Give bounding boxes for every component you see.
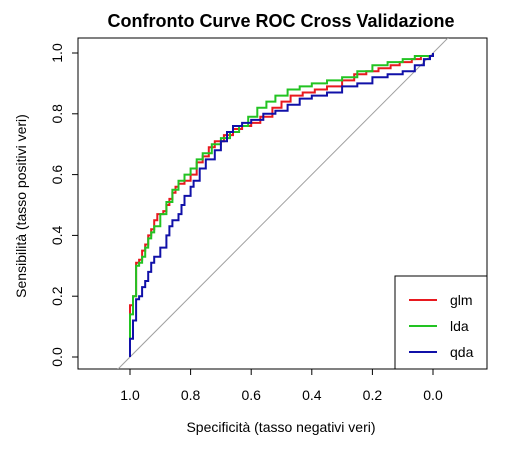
legend-label-glm: glm: [450, 292, 473, 308]
x-tick-label: 0.8: [181, 387, 201, 403]
x-tick-label: 0.0: [423, 387, 443, 403]
x-axis-label: Specificità (tasso negativi veri): [186, 419, 375, 435]
x-tick-label: 0.2: [363, 387, 383, 403]
y-tick-label: 1.0: [49, 43, 65, 63]
plot-frame: [77, 37, 488, 370]
legend-box: [394, 275, 488, 370]
x-tick-label: 0.4: [302, 387, 322, 403]
series-line-lda: [129, 53, 434, 357]
x-tick-label: 1.0: [120, 387, 140, 403]
x-tick-label: 0.6: [241, 387, 261, 403]
y-tick-label: 0.6: [49, 165, 65, 185]
legend-label-lda: lda: [450, 318, 469, 334]
y-tick-label: 0.8: [49, 104, 65, 124]
chart-title: Confronto Curve ROC Cross Validazione: [107, 11, 454, 31]
y-tick-label: 0.0: [49, 347, 65, 367]
series-line-qda: [129, 53, 434, 357]
legend-label-qda: qda: [450, 344, 474, 360]
y-tick-label: 0.2: [49, 286, 65, 306]
y-axis-label: Sensibilità (tasso positivi veri): [13, 114, 29, 298]
plot-area: 1.0 0.8 0.6 0.4 0.2 0.0 0.0 0.2 0.4 0.6 0.8 1.0 glm l…: [49, 37, 488, 403]
y-tick-label: 0.4: [49, 225, 65, 245]
